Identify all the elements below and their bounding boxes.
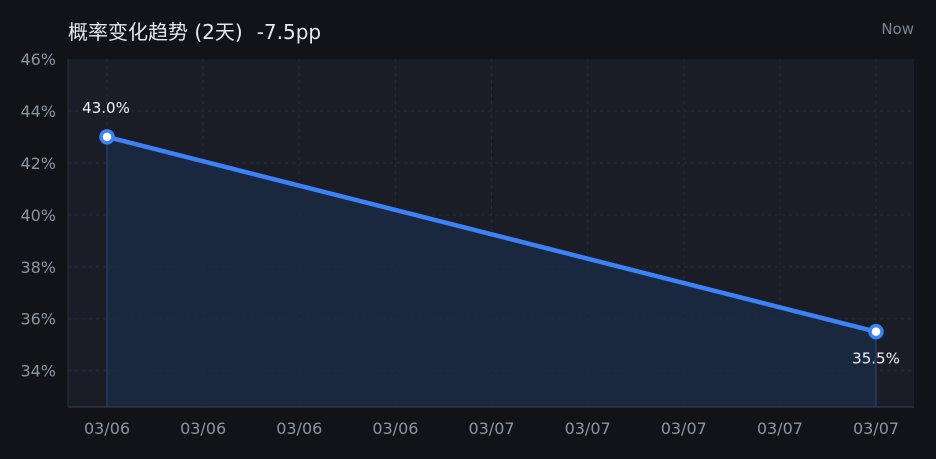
y-tick-label: 38% [20,258,56,277]
x-tick-label: 03/07 [468,419,514,438]
x-tick-label: 03/07 [757,419,803,438]
probability-change: -7.5pp [256,20,322,44]
area-layer [106,136,877,407]
chart-title: 概率变化趋势 (2天) [68,20,243,44]
y-tick-label: 42% [20,154,56,173]
data-point-marker [99,129,115,145]
x-tick-label: 03/07 [661,419,707,438]
x-tick-label: 03/06 [276,419,322,438]
label-layer: 43.0% 35.5% [82,99,900,368]
data-label: 35.5% [852,350,900,368]
x-tick-label: 03/07 [565,419,611,438]
y-tick-label: 40% [20,206,56,225]
series-area [107,136,876,407]
y-tick-label: 46% [20,50,56,69]
x-tick-label: 03/06 [84,419,130,438]
chart-title-row: 概率变化趋势 (2天) -7.5pp [68,19,321,45]
x-tick-label: 03/06 [180,419,226,438]
y-tick-label: 44% [20,102,56,121]
y-tick-label: 36% [20,310,56,329]
series-line [104,134,879,334]
series-layer [99,129,884,340]
data-point-marker [868,323,884,340]
x-tick-label: 03/06 [372,419,418,438]
x-tick-label: 03/07 [853,419,899,438]
axis-layer: 46% 44% 42% 40% 38% 36% 34% 03/06 03/06 03/06 03/0… [20,50,914,438]
data-label: 43.0% [82,99,130,117]
time-label: Now [881,20,914,38]
y-tick-label: 34% [20,362,56,381]
